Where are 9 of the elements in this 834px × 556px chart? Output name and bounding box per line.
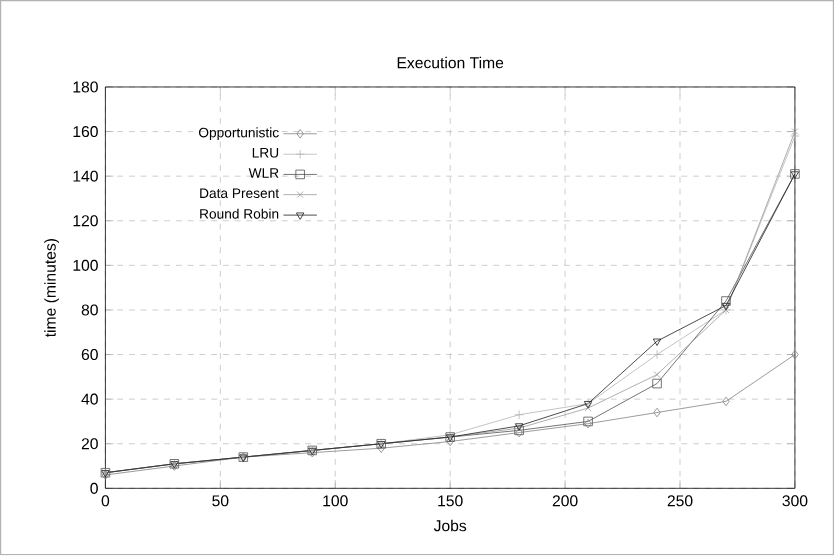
point [514, 410, 524, 420]
point [722, 397, 730, 407]
point [377, 443, 385, 454]
point [653, 371, 661, 379]
point [652, 350, 662, 360]
point [653, 408, 661, 418]
point [652, 339, 662, 347]
point [652, 379, 662, 389]
point [721, 296, 731, 307]
